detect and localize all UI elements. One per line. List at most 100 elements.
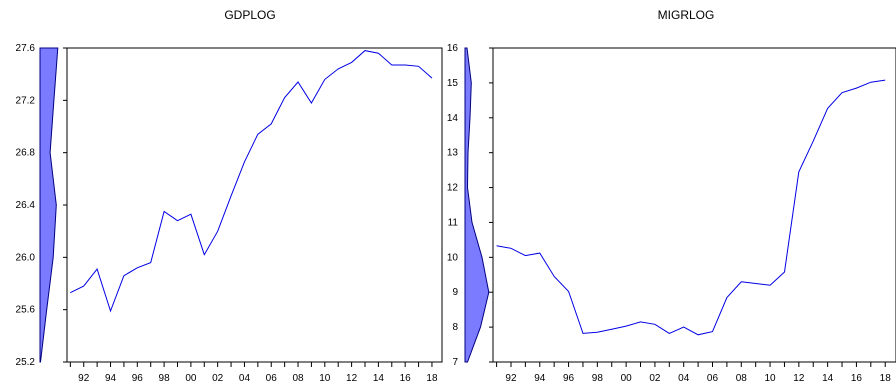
migrlog-data-point: [726, 296, 728, 298]
gdplog-y-tick-label: 26.0: [16, 252, 36, 263]
gdplog-data-point: [270, 123, 272, 125]
gdplog-y-tick-label: 25.6: [16, 305, 36, 316]
gdplog-data-point: [136, 267, 138, 269]
gdplog-x-tick-label: 94: [105, 373, 117, 384]
migrlog-x-tick-label: 14: [822, 373, 834, 384]
gdplog-data-point: [310, 102, 312, 104]
migrlog-data-point: [855, 87, 857, 89]
gdplog-series-line: [70, 50, 433, 313]
migrlog-data-point: [524, 254, 526, 256]
migrlog-y-tick-label: 16: [447, 43, 459, 54]
migrlog-data-point: [740, 281, 742, 283]
migrlog-y-tick-label: 15: [447, 78, 459, 89]
gdplog-data-point: [163, 210, 165, 212]
migrlog-y-tick-label: 9: [452, 287, 458, 298]
gdplog-x-tick-label: 04: [239, 373, 251, 384]
gdplog-title: GDPLOG: [224, 8, 275, 22]
migrlog-x-tick-label: 00: [621, 373, 633, 384]
gdplog-x-tick-label: 96: [132, 373, 144, 384]
gdplog-x-tick-label: 02: [212, 373, 224, 384]
migrlog-data-point: [639, 321, 641, 323]
migrlog-data-point: [812, 140, 814, 142]
migrlog-y-tick-label: 14: [447, 113, 459, 124]
migrlog-plot-frame: [492, 47, 896, 363]
gdplog-data-point: [230, 195, 232, 197]
gdplog-data-point: [109, 310, 111, 312]
migrlog-x-tick-label: 06: [707, 373, 719, 384]
migrlog-x-tick-label: 02: [649, 373, 661, 384]
gdplog-data-point: [96, 268, 98, 270]
migrlog-data-point: [596, 331, 598, 333]
gdplog-x-tick-label: 00: [185, 373, 197, 384]
migrlog-data-point: [711, 330, 713, 332]
migrlog-data-point: [539, 252, 541, 254]
migrlog-data-point: [769, 284, 771, 286]
migrlog-x-tick-label: 12: [793, 373, 805, 384]
gdplog-data-point: [190, 213, 192, 215]
migrlog-data-point: [567, 290, 569, 292]
migrlog-y-tick-label: 12: [447, 183, 459, 194]
migrlog-y-tick-label: 8: [452, 322, 458, 333]
gdplog-data-point: [404, 64, 406, 66]
migrlog-title: MIGRLOG: [658, 8, 715, 22]
migrlog-y-tick-label: 10: [447, 252, 459, 263]
gdplog-panel: GDPLOG 25.2 25.6 26.0 26.4 26.8 27.2 27.6 92 94 96…: [16, 8, 443, 384]
gdplog-x-tick-label: 12: [346, 373, 358, 384]
migrlog-data-point: [625, 325, 627, 327]
migrlog-data-point: [495, 245, 497, 247]
gdplog-data-point: [150, 261, 152, 263]
migrlog-y-tick-label: 13: [447, 148, 459, 159]
migrlog-data-point: [582, 332, 584, 334]
migrlog-panel: MIGRLOG 7 8 9 10 11 12 13 14 15 16 92 94 96 98 00 02 04 06…: [447, 8, 896, 384]
gdplog-x-tick-label: 14: [373, 373, 385, 384]
migrlog-y-tick-label: 11: [448, 217, 459, 228]
gdplog-data-point: [217, 230, 219, 232]
gdplog-data-point: [69, 292, 71, 294]
migrlog-x-tick-label: 94: [534, 373, 546, 384]
migrlog-x-tick-label: 96: [563, 373, 575, 384]
migrlog-data-point: [783, 271, 785, 273]
migrlog-data-point: [826, 107, 828, 109]
gdplog-y-tick-label: 27.6: [16, 43, 36, 54]
migrlog-data-point: [668, 332, 670, 334]
gdplog-data-point: [257, 133, 259, 135]
gdplog-data-point: [337, 68, 339, 70]
gdplog-data-point: [417, 65, 419, 67]
gdplog-x-tick-label: 16: [400, 373, 412, 384]
gdplog-data-point: [83, 285, 85, 287]
migrlog-data-point: [870, 81, 872, 83]
migrlog-x-tick-label: 18: [880, 373, 892, 384]
gdplog-x-tick-label: 98: [159, 373, 171, 384]
gdplog-data-point: [431, 77, 433, 79]
migrlog-y-tick-label: 7: [452, 357, 458, 368]
migrlog-x-tick-label: 92: [505, 373, 517, 384]
gdplog-y-tick-label: 25.2: [16, 357, 36, 368]
migrlog-data-point: [510, 247, 512, 249]
gdplog-data-point: [350, 61, 352, 63]
gdplog-x-tick-label: 08: [292, 373, 304, 384]
migrlog-series-line: [496, 79, 886, 336]
migrlog-data-point: [683, 326, 685, 328]
migrlog-x-tick-label: 16: [851, 373, 863, 384]
gdplog-plot-frame: [66, 47, 443, 363]
migrlog-data-point: [697, 334, 699, 336]
migrlog-data-point: [654, 323, 656, 325]
gdplog-y-tick-label: 27.2: [16, 95, 36, 106]
gdplog-data-point: [324, 78, 326, 80]
gdplog-data-point: [377, 52, 379, 54]
migrlog-data-point: [755, 282, 757, 284]
gdplog-x-tick-label: 18: [426, 373, 438, 384]
migrlog-data-point: [884, 79, 886, 81]
gdplog-data-point: [391, 64, 393, 66]
gdplog-data-point: [283, 97, 285, 99]
gdplog-data-point: [364, 49, 366, 51]
gdplog-x-tick-label: 06: [266, 373, 278, 384]
migrlog-x-tick-label: 10: [765, 373, 777, 384]
migrlog-x-tick-label: 04: [678, 373, 690, 384]
gdplog-data-point: [203, 254, 205, 256]
migrlog-data-point: [611, 328, 613, 330]
migrlog-data-point: [553, 275, 555, 277]
gdplog-density-area: [39, 47, 59, 363]
gdplog-x-tick-label: 92: [78, 373, 90, 384]
